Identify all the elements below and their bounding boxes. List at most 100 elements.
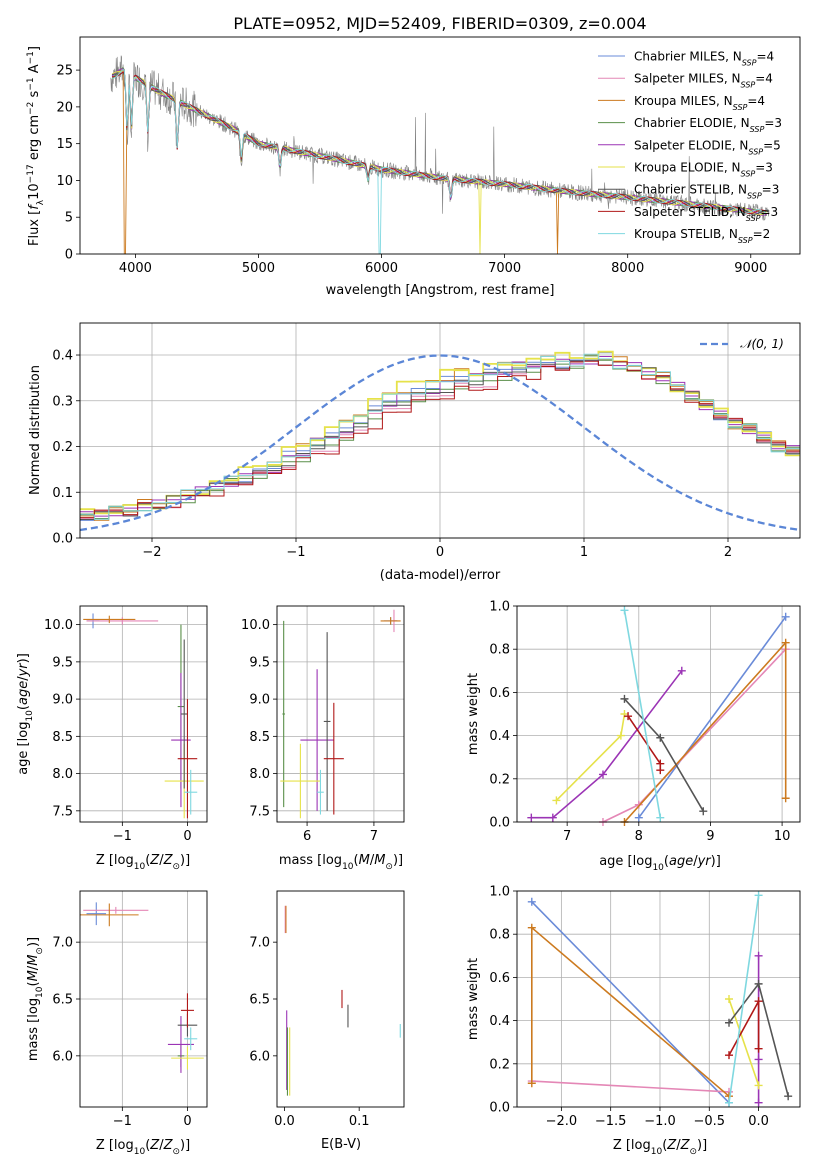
mw-z-xlabel: Z [log10(Z/Z⊙)]: [613, 1138, 707, 1157]
x-tick-label: 2: [724, 545, 732, 560]
y-tick-label: 6.0: [52, 1049, 73, 1064]
y-tick-label: 10: [56, 174, 73, 189]
y-tick-label: 0.0: [489, 816, 510, 831]
y-tick-label: 8.0: [52, 767, 73, 782]
y-tick-label: 8.5: [249, 730, 270, 745]
mass-weight-marker: [634, 813, 643, 822]
legend-label: Kroupa STELIB, NSSP=2: [634, 227, 770, 245]
x-tick-label: −1.5: [595, 1114, 627, 1129]
y-tick-label: 6.5: [249, 993, 270, 1008]
legend-label: Chabrier STELIB, NSSP=3: [634, 183, 779, 201]
x-tick-label: 6: [303, 829, 311, 844]
mass-weight-marker: [656, 813, 665, 822]
y-tick-label: 15: [56, 137, 73, 152]
mass-weight-line: [623, 610, 662, 818]
mw-age-xlabel: age [log10(age/yr)]: [599, 854, 721, 873]
age-z-ylabel: age [log10(age/yr)]: [16, 653, 35, 775]
mass-weight-marker: [527, 897, 536, 906]
histogram-step: [80, 350, 800, 515]
y-tick-label: 7.5: [249, 804, 270, 819]
mass-weight-marker: [754, 1098, 763, 1107]
legend-label-normal: 𝒩(0, 1): [740, 337, 784, 351]
mass-weight-marker: [781, 794, 790, 803]
y-tick-label: 1.0: [489, 600, 510, 615]
normal-curve: [80, 354, 800, 532]
y-tick-label: 8.0: [249, 767, 270, 782]
mass-weight-marker: [656, 766, 665, 775]
y-tick-label: 0.4: [489, 729, 510, 744]
legend-label: Kroupa MILES, NSSP=4: [634, 94, 765, 112]
y-tick-label: 9.5: [249, 655, 270, 670]
age_vs_Z-axes: [76, 606, 207, 826]
x-tick-label: −2: [142, 545, 161, 560]
mass-weight-marker: [699, 807, 708, 816]
mass-weight-marker: [725, 1051, 734, 1060]
mass-weight-marker: [754, 979, 763, 988]
mass-weight-marker: [656, 733, 665, 742]
mass_vs_EBV-frame: [276, 890, 405, 1108]
y-tick-label: 7.0: [249, 936, 270, 951]
age_vs_Z-frame: [79, 605, 208, 823]
mass-weight-marker: [725, 1098, 734, 1107]
spectrum-frame: [79, 36, 801, 255]
spectrum-axes: [76, 69, 752, 258]
massweight_vs_age-frame: [516, 605, 801, 823]
mass-weight-marker: [754, 1055, 763, 1064]
y-tick-label: 0.1: [52, 486, 73, 501]
mass-weight-line: [623, 698, 704, 812]
figure-title: PLATE=0952, MJD=52409, FIBERID=0309, z=0…: [233, 14, 646, 33]
mass-weight-marker: [781, 638, 790, 647]
x-tick-label: −1: [113, 829, 132, 844]
spectrum-model-line: [111, 71, 767, 215]
x-tick-label: 8: [635, 829, 643, 844]
legend-label: Chabrier ELODIE, NSSP=3: [634, 116, 782, 134]
y-tick-label: 8.5: [52, 730, 73, 745]
y-tick-label: 0.0: [489, 1101, 510, 1116]
histogram-ylabel: Normed distribution: [28, 365, 43, 495]
mass-weight-marker: [754, 1081, 763, 1090]
mass-weight-marker: [725, 995, 734, 1003]
y-tick-label: 9.5: [52, 655, 73, 670]
mass-weight-line: [728, 1000, 760, 1056]
massweight_vs_Z-frame: [516, 890, 801, 1108]
y-tick-label: 10.0: [241, 618, 270, 633]
x-tick-label: −2.0: [546, 1114, 578, 1129]
mw-age-ylabel: mass weight: [466, 673, 481, 755]
age_vs_mass-axes: [273, 606, 404, 826]
age-z-xlabel: Z [log10(Z/Z⊙)]: [96, 853, 190, 872]
mass-weight-line: [623, 640, 787, 823]
legend-label: Chabrier MILES, NSSP=4: [634, 50, 774, 68]
mass_vs_EBV-axes: [273, 941, 360, 1111]
y-tick-label: 5: [65, 211, 73, 226]
mw-z-ylabel: mass weight: [466, 958, 481, 1040]
mass-weight-marker: [527, 813, 536, 822]
mass-weight-marker: [754, 951, 763, 960]
y-tick-label: 20: [56, 100, 73, 115]
histogram-step: [80, 352, 800, 521]
histogram-step: [80, 356, 800, 517]
legend-label: Salpeter MILES, NSSP=4: [634, 72, 773, 90]
x-tick-label: 5000: [242, 261, 275, 276]
y-tick-label: 0.8: [489, 928, 510, 943]
histogram-step: [80, 360, 800, 520]
residual_hist-axes: [76, 323, 800, 542]
x-tick-label: 6000: [365, 261, 398, 276]
spectrum-model-line: [111, 68, 767, 254]
x-tick-label: 0: [183, 1114, 191, 1129]
y-tick-label: 0.0: [52, 532, 73, 547]
y-tick-label: 10.0: [44, 618, 73, 633]
x-tick-label: −1.0: [644, 1114, 676, 1129]
legend-label: Salpeter ELODIE, NSSP=5: [634, 138, 781, 156]
mass-weight-marker: [624, 712, 633, 721]
y-tick-label: 0.4: [489, 1014, 510, 1029]
histogram-step: [80, 354, 800, 521]
mass-weight-marker: [552, 796, 561, 805]
y-tick-label: 0.2: [52, 440, 73, 455]
y-tick-label: 0: [65, 248, 73, 263]
mass-z-xlabel: Z [log10(Z/Z⊙)]: [96, 1138, 190, 1157]
y-tick-label: 7.5: [52, 804, 73, 819]
x-tick-label: 0.0: [748, 1114, 769, 1129]
x-tick-label: −1: [286, 545, 305, 560]
mass-weight-marker: [754, 997, 763, 1006]
